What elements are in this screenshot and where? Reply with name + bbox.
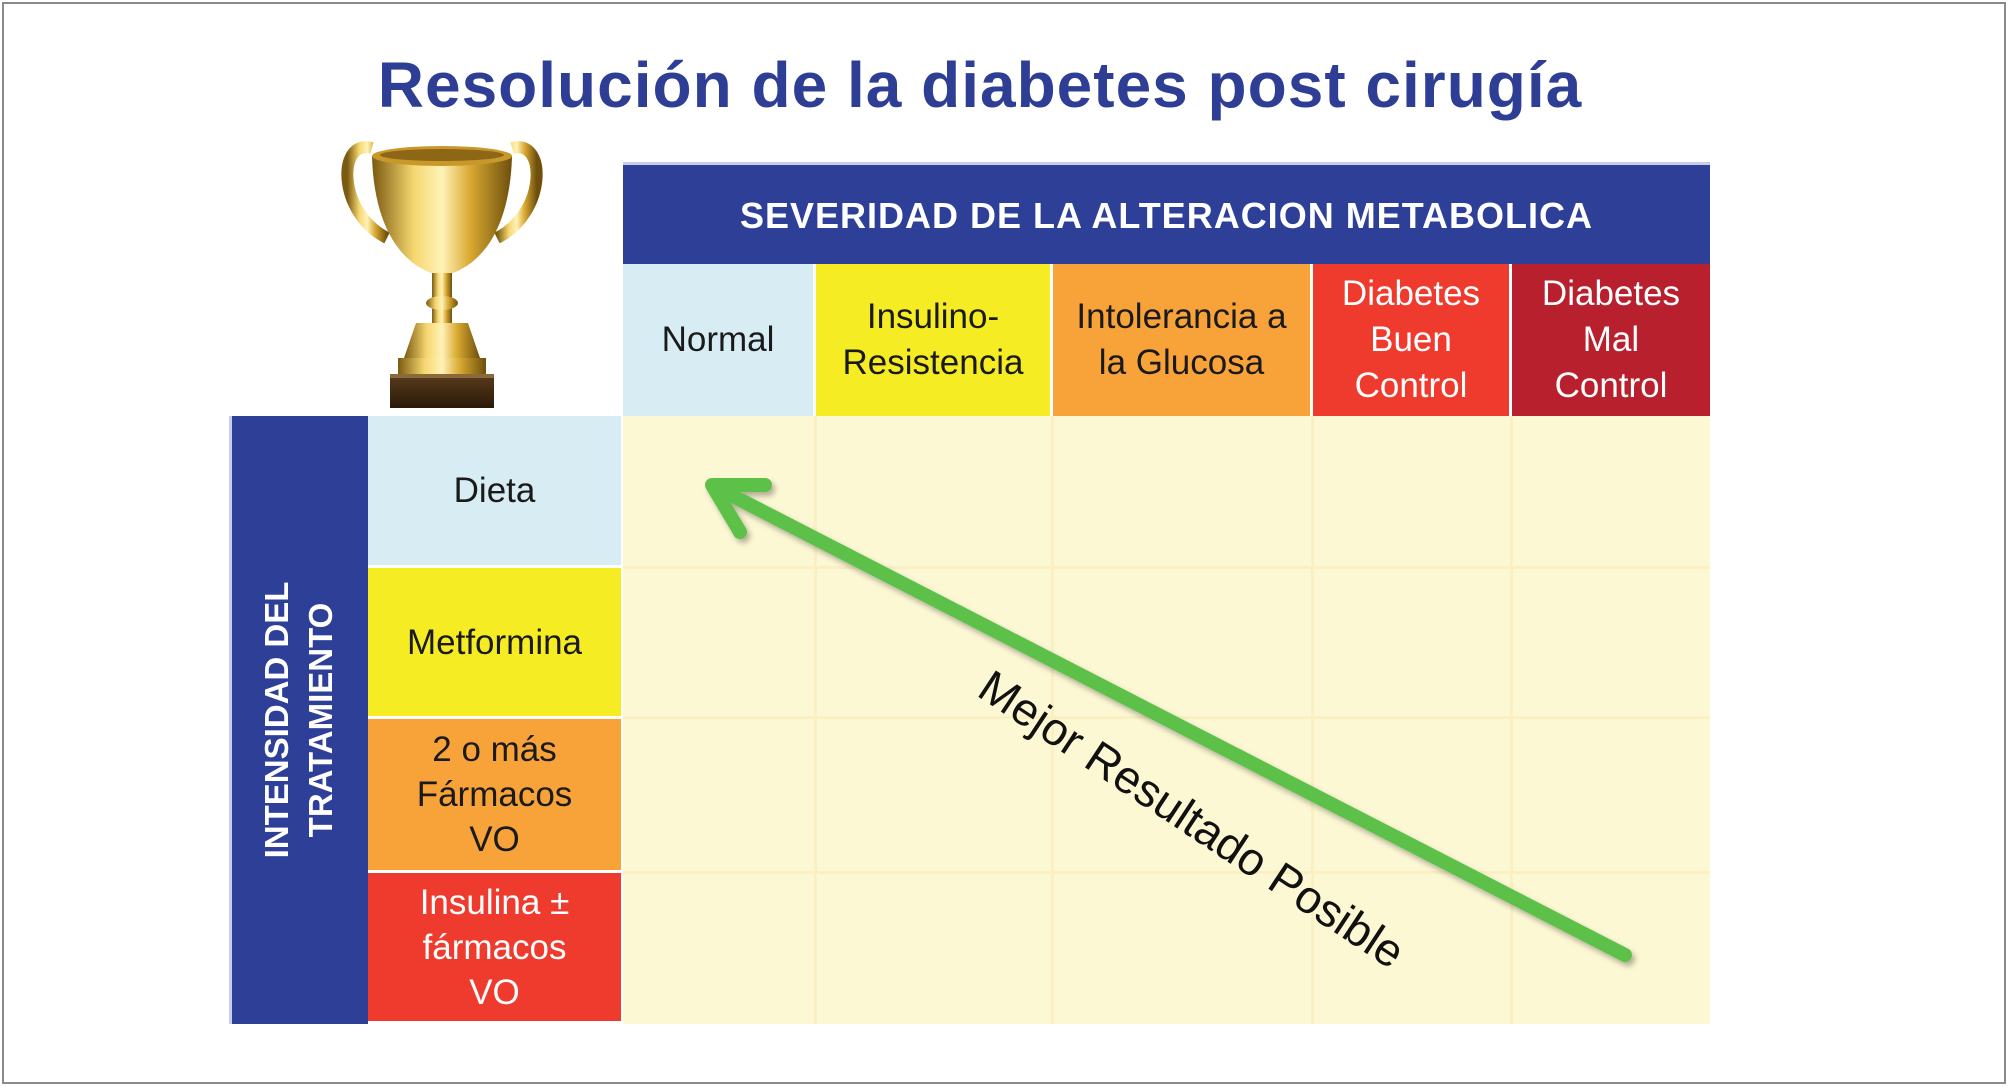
- trophy-icon: [341, 141, 543, 408]
- column-header: Normal: [623, 264, 816, 416]
- grid-line: [623, 566, 1710, 569]
- column-header: Diabetes Buen Control: [1313, 264, 1512, 416]
- column-header: Diabetes Mal Control: [1512, 264, 1710, 416]
- grid-line: [623, 871, 1710, 874]
- page-title: Resolución de la diabetes post cirugía: [377, 49, 1583, 121]
- row-header: Insulina ± fármacos VO: [368, 873, 621, 1024]
- row-header: Dieta: [368, 416, 621, 568]
- row-header: 2 o más Fármacos VO: [368, 719, 621, 873]
- grid-line: [1051, 416, 1054, 1024]
- row-header: Metformina: [368, 568, 621, 719]
- grid-line: [1510, 416, 1513, 1024]
- column-header: Insulino- Resistencia: [816, 264, 1053, 416]
- column-header: Intolerancia a la Glucosa: [1053, 264, 1313, 416]
- severity-header: SEVERIDAD DE LA ALTERACION METABOLICA: [623, 162, 1710, 267]
- intensity-header: [229, 416, 369, 1024]
- grid-line: [1311, 416, 1314, 1024]
- grid-line: [814, 416, 817, 1024]
